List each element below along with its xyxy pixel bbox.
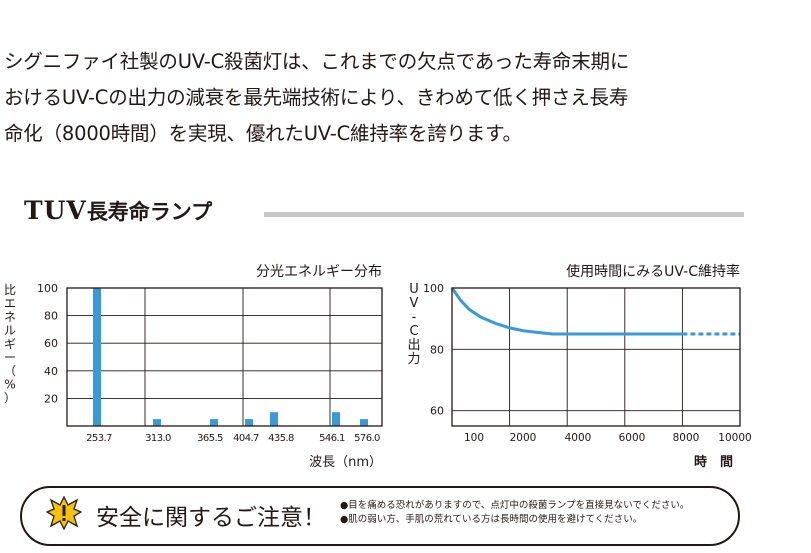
chart2-ylabel-char: V: [410, 296, 419, 311]
charts-area: 分光エネルギー分布 20 40 60 80 100 253.7 313.0 365.5 404.7…: [4, 263, 752, 470]
chart2-title: 使用時間にみるUV-C維持率: [566, 263, 740, 280]
caution-note-2: ●肌の弱い方、手肌の荒れている方は長時間の使用を避けてください。: [340, 514, 643, 525]
chart1-ytick: 20: [44, 392, 58, 405]
chart1-xlabel: 波長（nm）: [309, 455, 382, 470]
chart1-ytick: 60: [44, 337, 58, 350]
chart1-ytick: 100: [37, 282, 58, 295]
chart1-ylabel-char: ギ: [4, 337, 16, 351]
chart2-ylabel-char: C: [409, 324, 418, 339]
section-header: TUV長寿命ランプ: [24, 196, 744, 232]
chart2-series-measured: [450, 287, 683, 336]
chart1-ylabel-char: 比: [4, 283, 16, 297]
chart1-xtick: 253.7: [86, 433, 112, 444]
chart1-ylabel-char: （: [4, 364, 16, 378]
chart1-xtick: 313.0: [145, 433, 171, 444]
chart1-xtick: 404.7: [233, 433, 259, 444]
chart2-ylabel-char: -: [412, 310, 417, 325]
chart2-ylabel-char: U: [409, 282, 419, 297]
intro-line-2: おけるUV-Cの出力の減衰を最先端技術により、きわめて低く押さえ長寿: [4, 86, 629, 109]
chart1-ytick: 40: [44, 365, 58, 378]
chart2-xlabel: 時 間: [694, 454, 733, 470]
chart1-xtick: 576.0: [354, 433, 380, 444]
intro-text: シグニファイ社製のUV-C殺菌灯は、これまでの欠点であった寿命末期に おけるUV…: [4, 44, 804, 152]
section-title-jp: 長寿命ランプ: [86, 200, 213, 224]
chart1-frame: [66, 287, 383, 427]
intro-line-3: 命化（8000時間）を実現、優れたUV-C維持率を誇ります。: [4, 122, 522, 145]
chart1-xtick: 546.1: [319, 433, 345, 444]
chart1-ylabel-char: ー: [4, 351, 16, 365]
chart1-ylabel-char: ）: [4, 391, 16, 405]
chart2-xtick: 4000: [565, 432, 592, 444]
intro-line-1: シグニファイ社製のUV-C殺菌灯は、これまでの欠点であった寿命末期に: [4, 50, 630, 73]
chart1-bar: [360, 419, 368, 426]
chart2-xtick: 8000: [673, 432, 700, 444]
caution-title: 安全に関するご注意！: [96, 505, 326, 531]
chart2-frame: [451, 287, 741, 427]
caution-notes: ●目を痛める恐れがありますので、点灯中の殺菌ランプを直接見ないでください。 ●肌…: [340, 499, 689, 527]
chart1-xtick: 435.8: [268, 433, 294, 444]
chart2-xtick: 2000: [510, 432, 537, 444]
chart1-bar: [270, 412, 278, 426]
chart2-xtick: 6000: [619, 432, 646, 444]
chart1-bar: [93, 288, 101, 426]
caution-box: 安全に関するご注意！ ●目を痛める恐れがありますので、点灯中の殺菌ランプを直接見…: [20, 486, 740, 546]
chart1-ylabel-char: %: [4, 378, 15, 392]
chart1-bar: [153, 419, 161, 426]
warning-burst-icon: [46, 496, 82, 530]
chart2-ylabel-char: 出: [407, 338, 420, 353]
chart1-ylabel-char: ネ: [4, 310, 16, 324]
chart1-ytick: 80: [44, 310, 58, 323]
chart1-bar: [245, 419, 253, 426]
caution-note-1: ●目を痛める恐れがありますので、点灯中の殺菌ランプを直接見ないでください。: [340, 500, 690, 511]
chart2-xtick: 10000: [718, 432, 751, 444]
chart2-ylabel-char: 力: [407, 352, 420, 367]
chart1-ylabel-char: ル: [4, 324, 16, 338]
section-title: TUV長寿命ランプ: [24, 196, 212, 226]
chart1-xtick: 365.5: [197, 433, 223, 444]
chart1-bar: [332, 412, 340, 426]
chart1-ylabel-char: エ: [4, 297, 16, 311]
section-title-latin: TUV: [24, 196, 87, 225]
chart2-ytick: 60: [430, 405, 444, 418]
section-rule: [264, 212, 744, 217]
chart1-bar: [210, 419, 218, 426]
chart2-ytick: 80: [430, 343, 444, 356]
chart1-title: 分光エネルギー分布: [256, 264, 382, 280]
chart2-ytick: 100: [423, 282, 444, 295]
caution-frame: [20, 486, 740, 546]
chart2-xtick: 100: [464, 432, 484, 444]
